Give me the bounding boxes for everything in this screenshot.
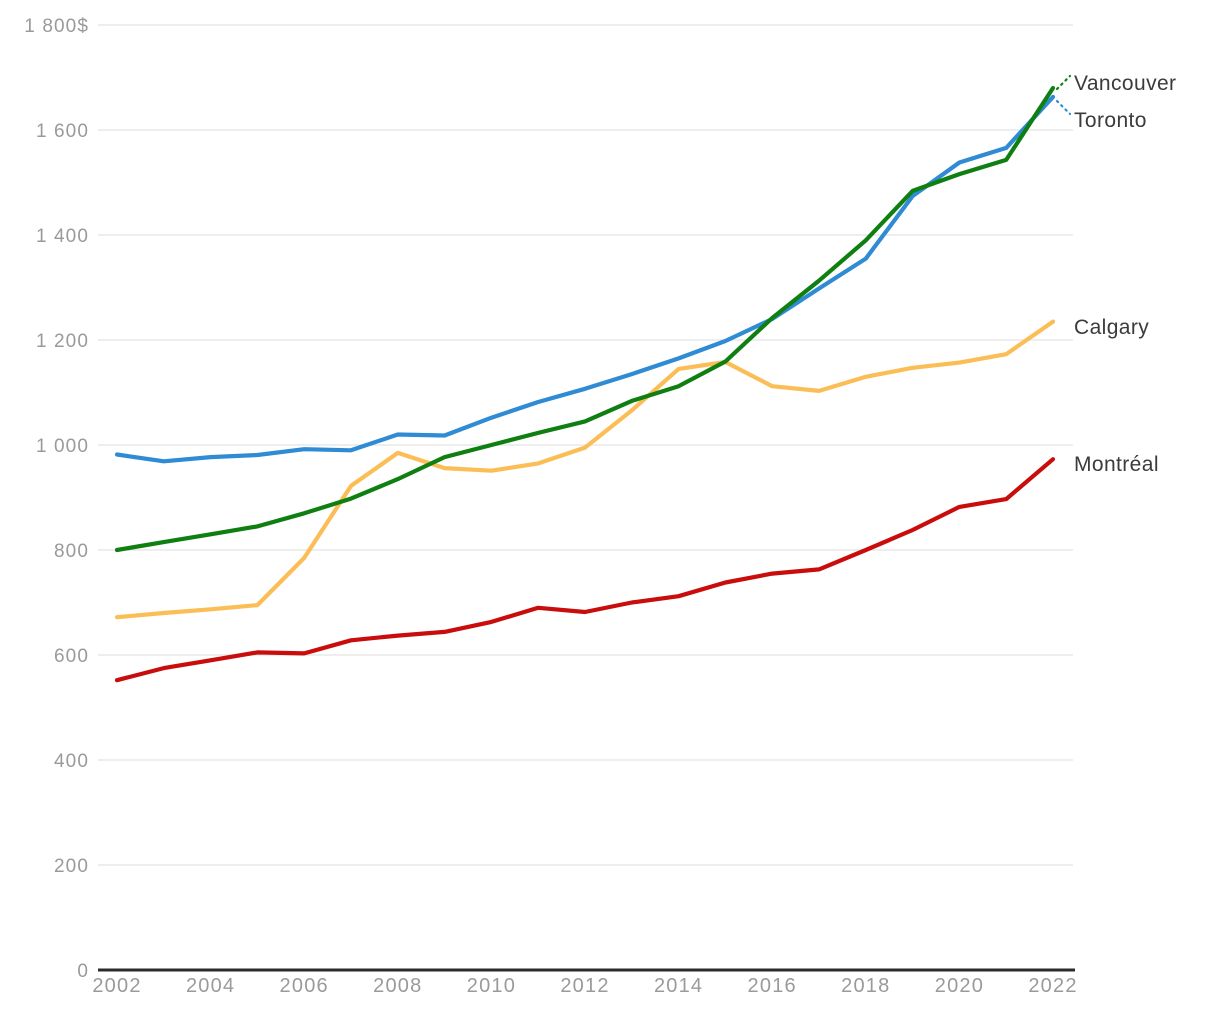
x-tick-label: 2022	[1028, 975, 1077, 997]
series-label-toronto: Toronto	[1074, 109, 1147, 132]
x-tick-label: 2002	[92, 975, 141, 997]
y-tick-label: 0	[77, 961, 89, 982]
series-label-calgary: Calgary	[1074, 316, 1150, 339]
x-tick-label: 2012	[560, 975, 609, 997]
x-tick-label: 2006	[280, 975, 329, 997]
series-line-montreal	[114, 457, 1056, 683]
y-tick-label: 1 000	[36, 436, 89, 457]
series-line-calgary	[114, 319, 1056, 620]
x-tick-label: 2008	[373, 975, 422, 997]
series-line-vancouver	[114, 85, 1056, 553]
x-tick-label: 2016	[748, 975, 797, 997]
x-tick-label: 2014	[654, 975, 703, 997]
label-leader-vancouver	[1055, 74, 1072, 91]
x-tick-label: 2020	[935, 975, 984, 997]
x-tick-label: 2010	[467, 975, 516, 997]
y-tick-label: 200	[54, 856, 89, 877]
y-tick-label: 1 800$	[24, 16, 89, 37]
y-tick-label: 600	[54, 646, 89, 667]
label-leader-toronto	[1055, 99, 1072, 116]
x-tick-label: 2004	[186, 975, 235, 997]
y-tick-label: 1 200	[36, 331, 89, 352]
series-label-vancouver: Vancouver	[1074, 72, 1177, 95]
y-tick-label: 1 600	[36, 121, 89, 142]
series-label-montreal: Montréal	[1074, 453, 1159, 476]
series-line-toronto	[114, 94, 1056, 464]
y-tick-label: 1 400	[36, 226, 89, 247]
y-tick-label: 800	[54, 541, 89, 562]
y-tick-label: 400	[54, 751, 89, 772]
x-tick-label: 2018	[841, 975, 890, 997]
